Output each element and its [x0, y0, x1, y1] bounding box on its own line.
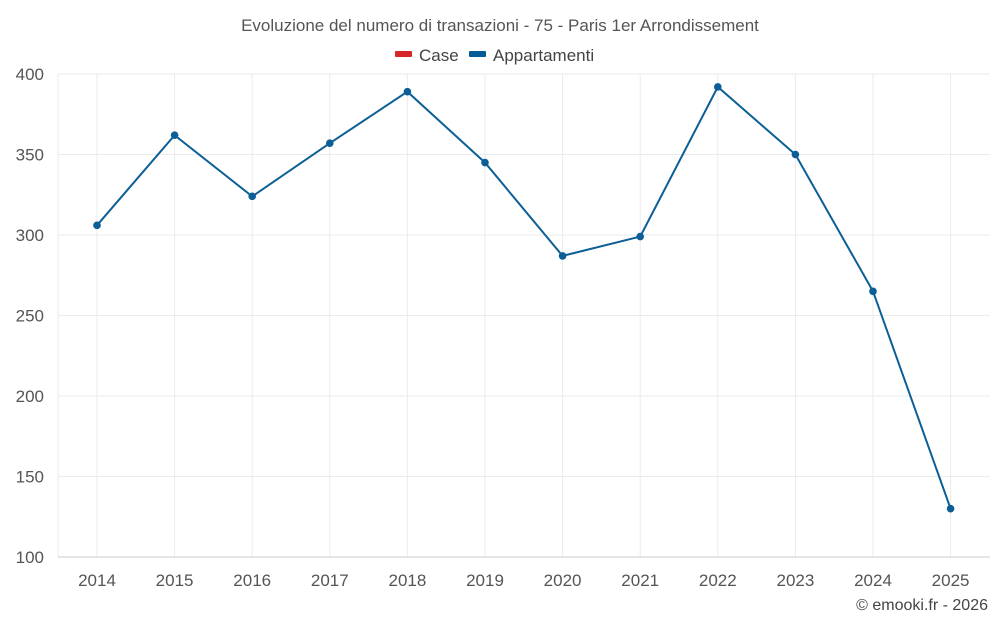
- y-tick-label: 150: [16, 468, 44, 487]
- x-tick-label: 2018: [388, 571, 426, 590]
- x-tick-label: 2016: [233, 571, 271, 590]
- data-point[interactable]: [636, 232, 644, 241]
- data-point[interactable]: [170, 131, 179, 139]
- data-point[interactable]: [481, 158, 489, 167]
- x-tick-label: 2022: [699, 571, 737, 590]
- legend-label-case: Case: [419, 46, 459, 65]
- legend: Case Appartamenti: [395, 46, 594, 65]
- legend-swatch-case: [395, 51, 412, 57]
- x-tick-labels: 2014 2015 2016 2017 2018 2019 2020 2021 2022 2023…: [78, 571, 969, 590]
- data-point[interactable]: [791, 150, 800, 159]
- x-tick-label: 2021: [621, 571, 659, 590]
- grid: [57, 73, 990, 557]
- x-tick-label: 2025: [932, 571, 970, 590]
- y-tick-label: 350: [16, 146, 44, 165]
- credit: © emooki.fr - 2026: [856, 597, 988, 614]
- y-tick-label: 300: [16, 226, 44, 245]
- data-point[interactable]: [403, 87, 412, 96]
- x-tick-label: 2024: [854, 571, 892, 590]
- legend-item-appartamenti[interactable]: Appartamenti: [469, 46, 594, 65]
- series: [93, 83, 955, 513]
- data-point[interactable]: [93, 221, 101, 230]
- x-tick-label: 2023: [776, 571, 814, 590]
- data-point[interactable]: [326, 139, 334, 148]
- legend-label-appartamenti: Appartamenti: [493, 46, 594, 65]
- y-tick-label: 100: [16, 548, 44, 567]
- y-tick-label: 400: [16, 65, 44, 84]
- data-point[interactable]: [946, 504, 955, 513]
- y-tick-labels: 100 150 200 250 300 350 400: [16, 65, 44, 567]
- legend-swatch-appartamenti: [469, 51, 486, 57]
- y-tick-label: 200: [16, 387, 44, 406]
- data-point[interactable]: [869, 287, 877, 296]
- series-line-appartamenti: [96, 85, 952, 510]
- data-point[interactable]: [714, 83, 722, 91]
- x-tick-label: 2019: [466, 571, 504, 590]
- x-tick-label: 2020: [544, 571, 582, 590]
- x-tick-label: 2017: [311, 571, 349, 590]
- y-tick-label: 250: [16, 307, 44, 326]
- data-point[interactable]: [558, 252, 567, 260]
- legend-item-case[interactable]: Case: [395, 46, 459, 65]
- chart-title: Evoluzione del numero di transazioni - 7…: [241, 16, 759, 35]
- x-tick-label: 2015: [156, 571, 194, 590]
- data-point[interactable]: [248, 192, 256, 201]
- x-tick-label: 2014: [78, 571, 116, 590]
